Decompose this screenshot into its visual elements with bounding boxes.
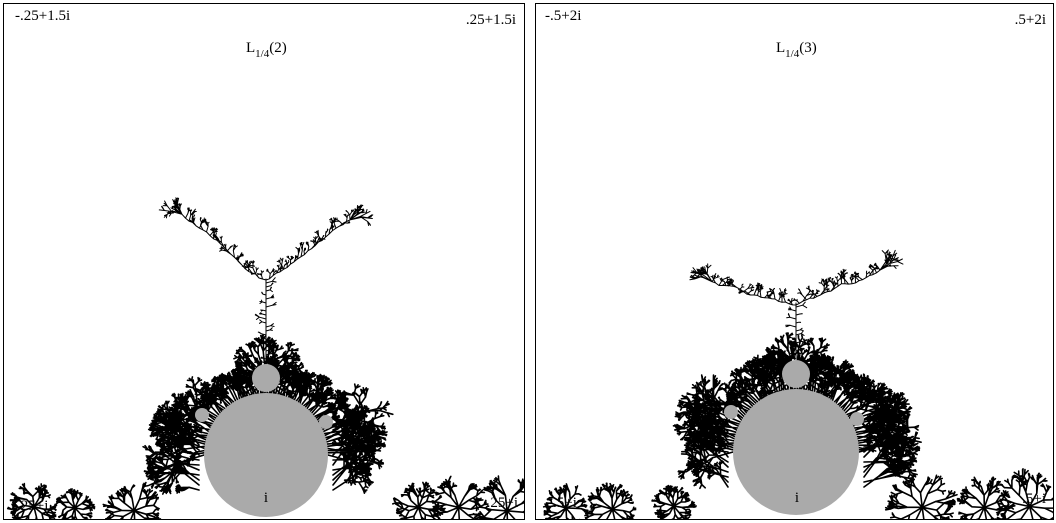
corner-label: .5+i [1022,491,1046,507]
title-arg: (3) [799,40,817,56]
disc [850,412,864,426]
title-arg: (2) [269,40,287,56]
disc [319,415,333,429]
panel: -.25+1.5i .25+1.5i -.25+i .25+i i L1/4(2… [4,4,544,523]
corner-label: .25+1.5i [466,12,516,28]
title-sub: 1/4 [255,48,270,60]
disc [724,405,738,419]
title-sub: 1/4 [785,48,800,60]
center-label: i [264,490,268,506]
corner-label: -.25+1.5i [15,8,70,24]
center-label: i [795,490,799,506]
disc [782,360,810,388]
disc [195,408,209,422]
panel: -.5+2i .5+2i -.5+i .5+i i L1/4(3) [536,4,1056,523]
title-main: L [246,40,255,56]
corner-label: .5+2i [1015,12,1046,28]
corner-label: -.5+2i [545,8,581,24]
corner-label: .25+i [487,495,518,511]
disc [252,364,280,392]
title-main: L [776,40,785,56]
figure: -.25+1.5i .25+1.5i -.25+i .25+i i L1/4(2… [0,0,1056,523]
